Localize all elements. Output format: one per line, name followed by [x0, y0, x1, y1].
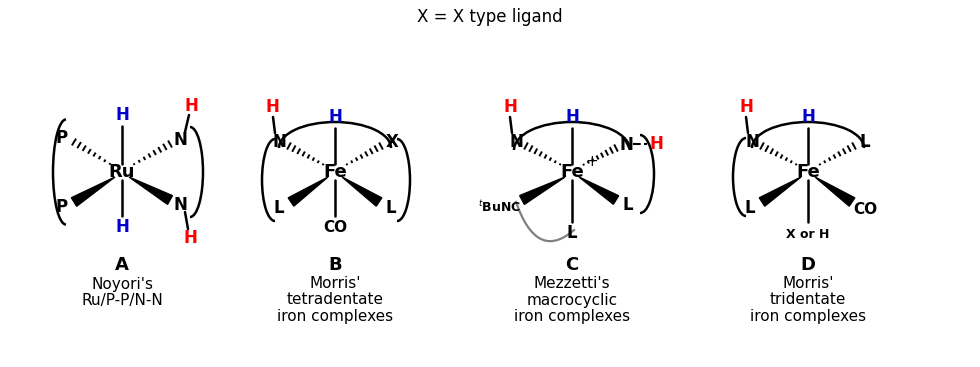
Text: CO: CO — [853, 201, 877, 217]
Text: Morris': Morris' — [782, 276, 834, 291]
Text: Ru: Ru — [109, 163, 135, 181]
Polygon shape — [579, 177, 618, 204]
Text: Noyori's: Noyori's — [91, 276, 153, 291]
Text: D: D — [801, 256, 815, 274]
Text: B: B — [328, 256, 342, 274]
Text: N: N — [173, 196, 187, 214]
Text: L: L — [386, 199, 396, 217]
Text: P: P — [56, 198, 68, 216]
Text: X or H: X or H — [786, 228, 830, 240]
Text: iron complexes: iron complexes — [750, 309, 866, 323]
Text: H: H — [328, 108, 342, 126]
Text: H: H — [503, 98, 516, 116]
Text: macrocyclic: macrocyclic — [526, 292, 617, 308]
Polygon shape — [760, 177, 801, 206]
Text: C: C — [565, 256, 578, 274]
Text: H: H — [115, 218, 129, 236]
Text: L: L — [622, 196, 633, 214]
Text: H: H — [739, 98, 753, 116]
Text: A: A — [115, 256, 129, 274]
Polygon shape — [519, 177, 565, 204]
Text: X: X — [385, 133, 399, 151]
Text: Mezzetti's: Mezzetti's — [534, 276, 611, 291]
Text: iron complexes: iron complexes — [277, 309, 393, 323]
Text: N: N — [619, 136, 633, 154]
Polygon shape — [288, 177, 328, 206]
Text: Fe: Fe — [796, 163, 820, 181]
Text: L: L — [745, 199, 756, 217]
Text: Morris': Morris' — [310, 276, 361, 291]
Text: N: N — [745, 133, 759, 151]
Text: L: L — [566, 224, 577, 242]
Polygon shape — [72, 177, 115, 206]
Text: iron complexes: iron complexes — [514, 309, 630, 323]
Text: N: N — [509, 133, 523, 151]
Text: $^t$BuNC: $^t$BuNC — [478, 199, 521, 215]
Text: Fe: Fe — [561, 163, 584, 181]
Text: H: H — [183, 229, 197, 247]
Text: +: + — [586, 155, 599, 170]
Text: L: L — [859, 133, 870, 151]
Text: H: H — [115, 106, 129, 124]
Polygon shape — [129, 177, 172, 204]
Text: N: N — [272, 133, 286, 151]
Text: Ru/P-P/N-N: Ru/P-P/N-N — [81, 292, 163, 308]
Text: L: L — [273, 199, 284, 217]
Text: H: H — [184, 97, 198, 115]
Text: X = X type ligand: X = X type ligand — [417, 8, 563, 26]
Text: tetradentate: tetradentate — [286, 292, 383, 308]
Text: tridentate: tridentate — [770, 292, 846, 308]
Text: Fe: Fe — [323, 163, 347, 181]
Text: CO: CO — [323, 219, 347, 235]
Polygon shape — [815, 177, 855, 206]
Text: P: P — [56, 129, 68, 147]
Text: H: H — [565, 108, 579, 126]
Text: H: H — [265, 98, 279, 116]
Text: N: N — [173, 131, 187, 149]
Text: H: H — [649, 135, 662, 153]
Polygon shape — [342, 177, 382, 206]
Text: H: H — [801, 108, 815, 126]
